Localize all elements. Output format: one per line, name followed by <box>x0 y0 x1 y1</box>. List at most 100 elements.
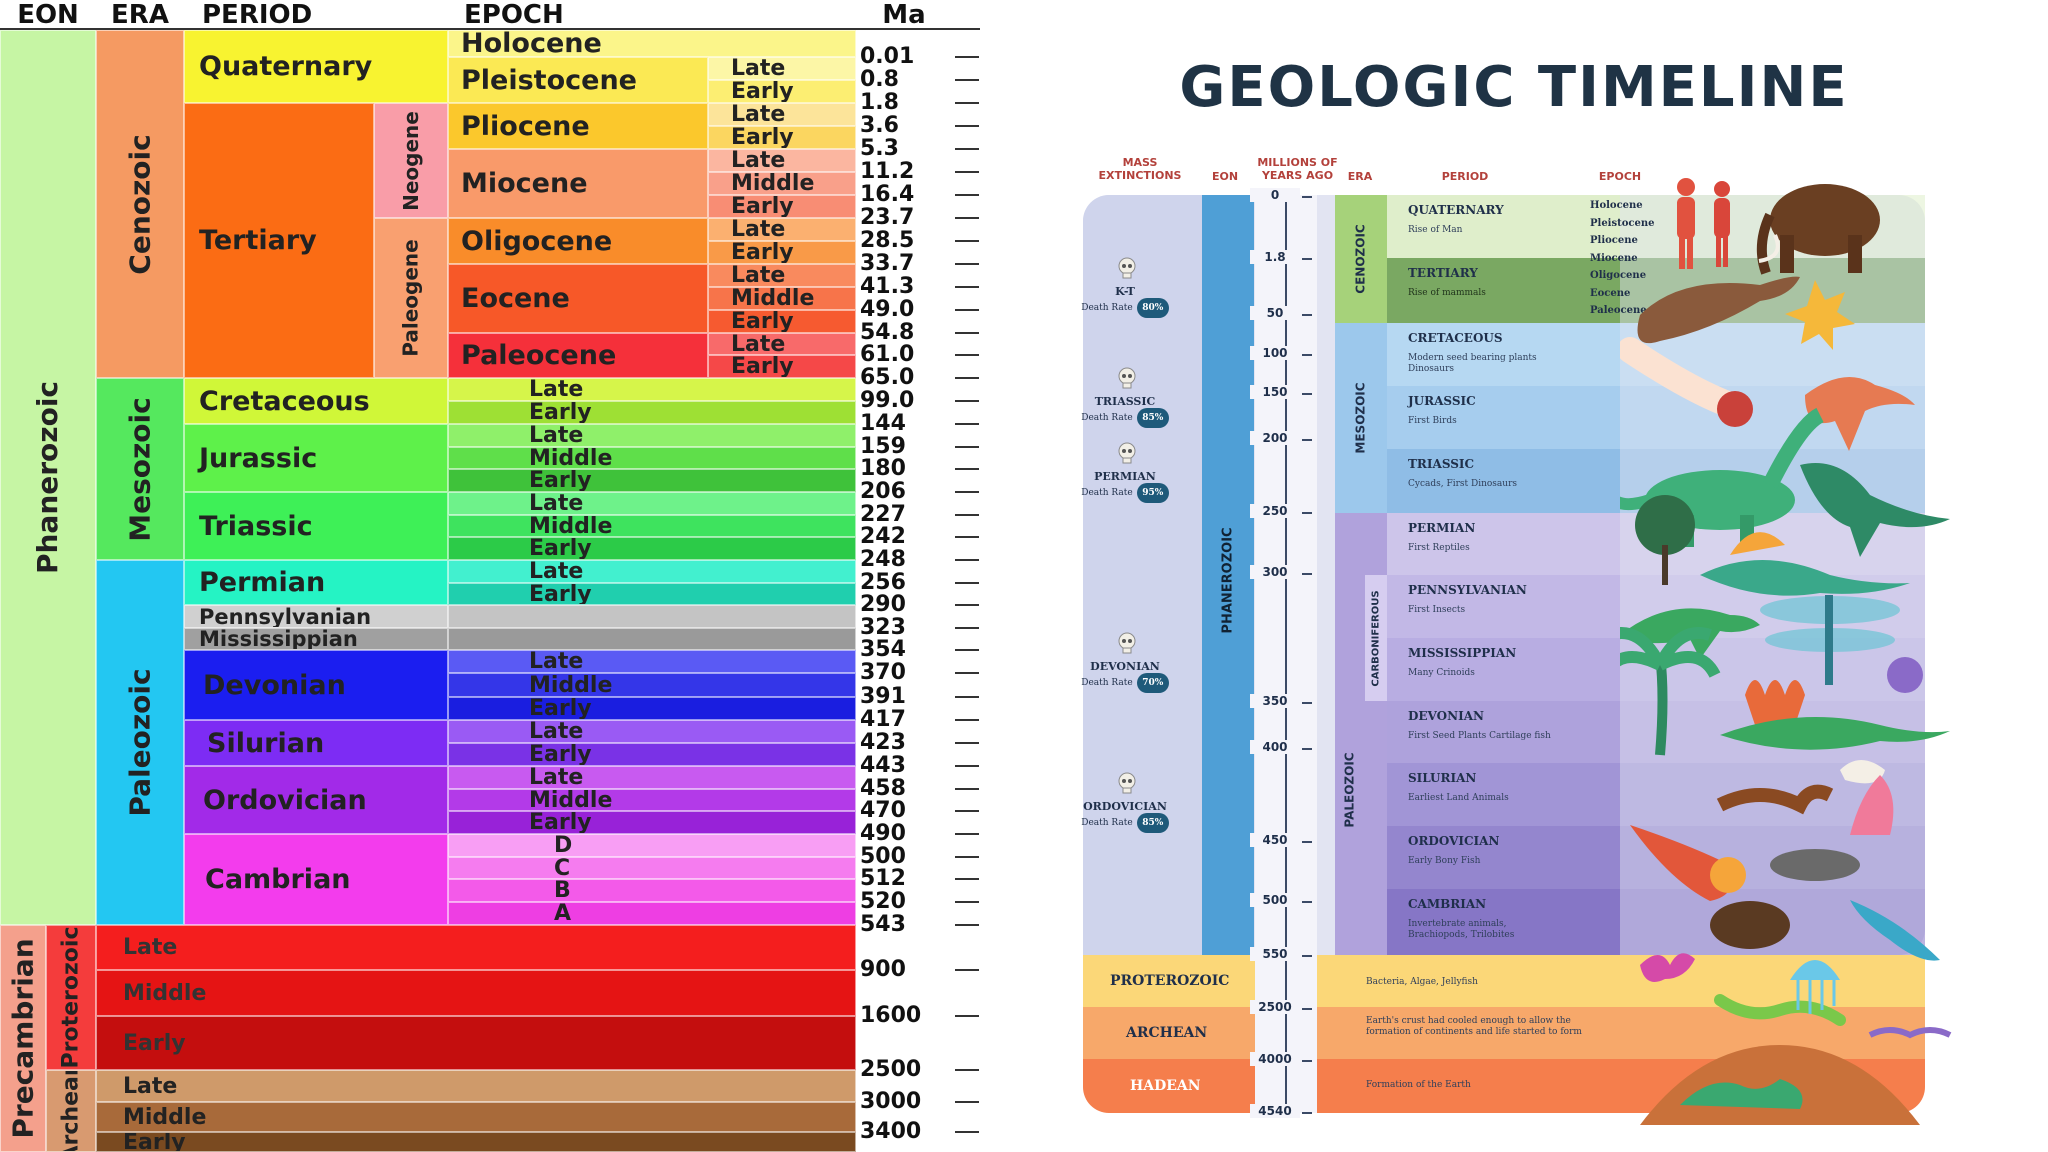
period-cretaceous: Cretaceous <box>184 378 448 424</box>
scale-tick <box>1302 702 1312 704</box>
scale-tick <box>1302 1008 1312 1010</box>
scale-label: 500 <box>1250 893 1300 907</box>
period-desc: Many Crinoids <box>1408 668 1475 678</box>
ma-label: 99.0 <box>860 388 915 413</box>
epoch-label: Pliocene <box>1590 235 1638 246</box>
ma-tick <box>955 672 979 674</box>
ma-label: 159 <box>860 434 906 459</box>
scale-tick <box>1302 955 1312 957</box>
period-jurassic: Jurassic <box>184 424 448 492</box>
ma-tick <box>955 240 979 242</box>
col-period: PERIOD <box>1441 170 1489 183</box>
eocene-early: Early <box>708 310 856 333</box>
eon-bar <box>1202 195 1254 955</box>
period-name: ORDOVICIAN <box>1408 834 1500 848</box>
skull-icon <box>1118 367 1136 389</box>
ma-label: 290 <box>860 592 906 617</box>
scale-tick <box>1302 512 1312 514</box>
header-eon: EON <box>0 0 98 30</box>
scale-label: 4540 <box>1250 1104 1300 1118</box>
period-permian: Permian <box>184 560 448 605</box>
death-rate: Death Rate 85% <box>1070 408 1180 428</box>
period-name: MISSISSIPPIAN <box>1408 646 1517 660</box>
cambrian-b: B <box>448 879 856 902</box>
proterozoic-row <box>1083 955 1925 1007</box>
pliocene-early: Early <box>708 126 856 149</box>
ma-tick <box>955 79 979 81</box>
jurassic-early: Early <box>448 469 856 492</box>
meteor-illustration <box>1620 337 1753 427</box>
period-mississippian: Mississippian <box>184 628 448 650</box>
period-row <box>1387 889 1620 955</box>
ma-label: 11.2 <box>860 159 915 184</box>
scale-label: 2500 <box>1250 1000 1300 1014</box>
ma-label: 0.8 <box>860 67 899 92</box>
ma-tick <box>955 148 979 150</box>
bony-fish-illustration <box>1770 849 1860 881</box>
extinction-event: PERMIAN Death Rate 95% <box>1070 470 1180 503</box>
era-paleozoic-label: PALEOZOIC <box>1343 752 1358 828</box>
scale-label: 350 <box>1250 694 1300 708</box>
ma-tick <box>955 604 979 606</box>
proterozoic-desc: Bacteria, Algae, Jellyfish <box>1366 977 1478 987</box>
archean-early: Early <box>96 1132 856 1152</box>
death-rate-badge: 85% <box>1136 813 1169 833</box>
period-name: DEVONIAN <box>1408 709 1484 723</box>
eon-phanerozoic: Phanerozoic <box>0 30 96 925</box>
ma-tick <box>955 446 979 448</box>
ma-tick <box>955 468 979 470</box>
ma-label: 417 <box>860 707 906 732</box>
ma-tick <box>955 969 979 971</box>
ordovician-late: Late <box>448 766 856 789</box>
humans-illustration <box>1677 178 1730 269</box>
period-desc: Earliest Land Animals <box>1408 793 1509 803</box>
ma-label: 490 <box>860 821 906 846</box>
geologic-time-table: EON ERA PERIOD EPOCH Ma Phanerozoic Prec… <box>0 0 980 1152</box>
mississippian-band <box>448 628 856 650</box>
epoch-pliocene: Pliocene <box>448 103 708 149</box>
ma-label: 16.4 <box>860 182 915 207</box>
ma-label: 248 <box>860 547 906 572</box>
ma-tick <box>955 400 979 402</box>
death-rate-label: Death Rate <box>1081 303 1133 313</box>
ma-label: 543 <box>860 912 906 937</box>
col-era: ERA <box>1347 170 1373 183</box>
ma-label: 323 <box>860 615 906 640</box>
eocene-late: Late <box>708 264 856 287</box>
triassic-early: Early <box>448 537 856 560</box>
extinction-event: ORDOVICIAN Death Rate 85% <box>1070 800 1180 833</box>
skull-icon <box>1118 442 1136 464</box>
dinosaur-orange-illustration <box>1805 377 1915 451</box>
hadean-desc: Formation of the Earth <box>1366 1080 1471 1090</box>
ma-label: 41.3 <box>860 274 915 299</box>
period-name: JURASSIC <box>1408 394 1476 408</box>
scale-axis-precambrian <box>1285 955 1287 1113</box>
death-rate-badge: 85% <box>1136 408 1169 428</box>
triassic-middle: Middle <box>448 515 856 537</box>
ma-label: 470 <box>860 798 906 823</box>
dna-illustration <box>1868 1027 1952 1039</box>
silurian-early: Early <box>448 743 856 766</box>
period-name: QUATERNARY <box>1408 203 1504 217</box>
eocene-middle: Middle <box>708 287 856 310</box>
worm-illustration <box>1714 994 1846 1026</box>
col-epoch: EPOCH <box>1598 170 1642 183</box>
hadean-label: HADEAN <box>1130 1078 1201 1094</box>
jellyfish-illustration <box>1790 960 1840 1014</box>
scale-label: 50 <box>1250 306 1300 320</box>
extinction-event: K-T Death Rate 80% <box>1070 285 1180 318</box>
scale-label: 400 <box>1250 740 1300 754</box>
era-mesozoic-band <box>1335 323 1387 513</box>
ma-tick <box>955 696 979 698</box>
cretaceous-early: Early <box>448 401 856 424</box>
miocene-early: Early <box>708 195 856 218</box>
header-divider <box>0 28 980 30</box>
ma-label: 227 <box>860 502 906 527</box>
jurassic-late: Late <box>448 424 856 447</box>
extinction-name: DEVONIAN <box>1090 660 1160 673</box>
proterozoic-early: Early <box>96 1016 856 1070</box>
ma-tick <box>955 742 979 744</box>
ma-label: 391 <box>860 684 906 709</box>
pliocene-late: Late <box>708 103 856 126</box>
period-silurian: Silurian <box>184 720 448 766</box>
